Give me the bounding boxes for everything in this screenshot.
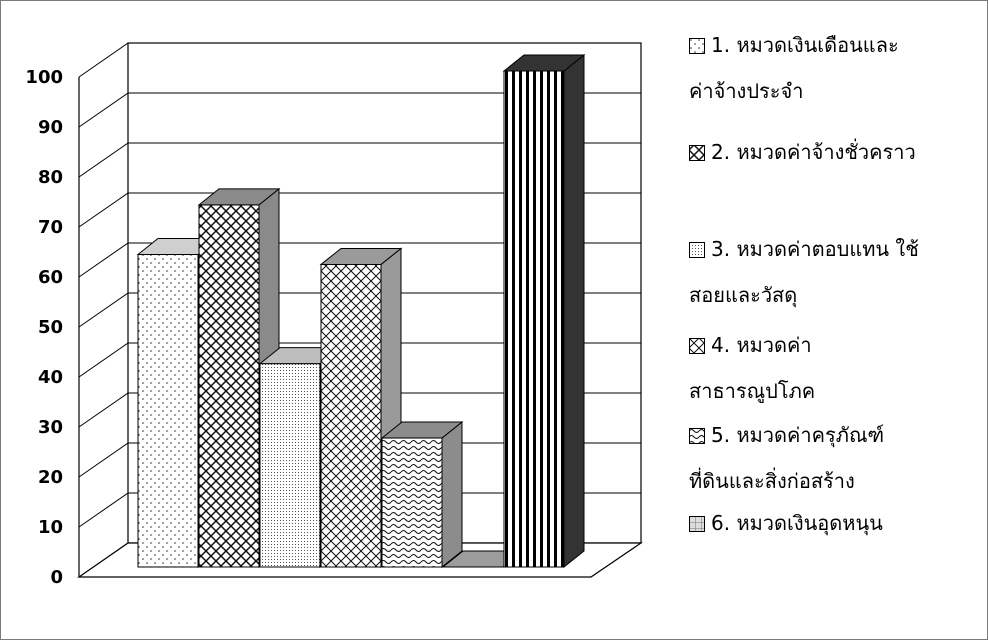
- side-wall-line: [78, 142, 129, 178]
- legend-label-line1: 3. หมวดค่าตอบแทน ใช้: [711, 237, 919, 261]
- bar-front: [503, 70, 565, 568]
- legend-label-line1: 2. หมวดค่าจ้างชั่วคราว: [711, 140, 916, 164]
- y-tick-label: 40: [38, 367, 63, 388]
- side-wall-line: [78, 292, 129, 328]
- bar-side: [563, 53, 585, 569]
- y-tick-label: 90: [38, 117, 63, 138]
- side-wall-line: [78, 392, 129, 428]
- y-tick-label: 70: [38, 217, 63, 238]
- side-wall-line: [78, 442, 129, 478]
- legend-label-line1: 5. หมวดค่าครุภัณฑ์: [711, 423, 885, 447]
- y-tick-label: 20: [38, 467, 63, 488]
- bar-front: [259, 363, 321, 568]
- side-wall-line: [78, 342, 129, 378]
- y-tick-label: 50: [38, 317, 63, 338]
- legend-label-line2: ที่ดินและสิ่งก่อสร้าง: [689, 469, 855, 493]
- bar-top: [197, 188, 281, 206]
- legend-swatch: [689, 516, 705, 532]
- bar-top: [319, 247, 403, 265]
- legend-label-line2: สอยและวัสดุ: [689, 283, 798, 307]
- bar-top: [380, 421, 464, 439]
- side-wall-line: [78, 192, 129, 228]
- y-tick-label: 0: [50, 567, 63, 588]
- bar-front: [320, 263, 382, 568]
- legend-swatch: [689, 242, 705, 258]
- bar-5: [380, 420, 464, 569]
- y-tick-label: 100: [25, 67, 63, 88]
- legend-label-line2: สาธารณูปโภค: [689, 379, 816, 403]
- legend-swatch: [689, 338, 705, 354]
- bar-front: [137, 254, 199, 568]
- legend-label-line1: 6. หมวดเงินอุดหนุน: [711, 511, 883, 535]
- legend-swatch: [689, 428, 705, 444]
- bar-side: [441, 420, 463, 569]
- legend-label-line1: 1. หมวดเงินเดือนและ: [711, 33, 899, 57]
- legend-swatch: [689, 38, 705, 54]
- bar-front: [381, 437, 443, 568]
- bar-7: [502, 53, 586, 569]
- bar-top: [502, 54, 586, 72]
- side-wall-line: [78, 242, 129, 278]
- side-wall-line: [78, 42, 129, 78]
- legend-label-line1: 4. หมวดค่า: [711, 333, 812, 357]
- side-wall-line: [78, 492, 129, 528]
- side-wall-line: [78, 92, 129, 128]
- y-tick-label: 10: [38, 517, 63, 538]
- legend-label-line2: ค่าจ้างประจำ: [689, 79, 804, 103]
- bar-front: [198, 204, 260, 568]
- y-tick-label: 80: [38, 167, 63, 188]
- y-tick-label: 30: [38, 417, 63, 438]
- legend-swatch: [689, 145, 705, 161]
- y-tick-label: 60: [38, 267, 63, 288]
